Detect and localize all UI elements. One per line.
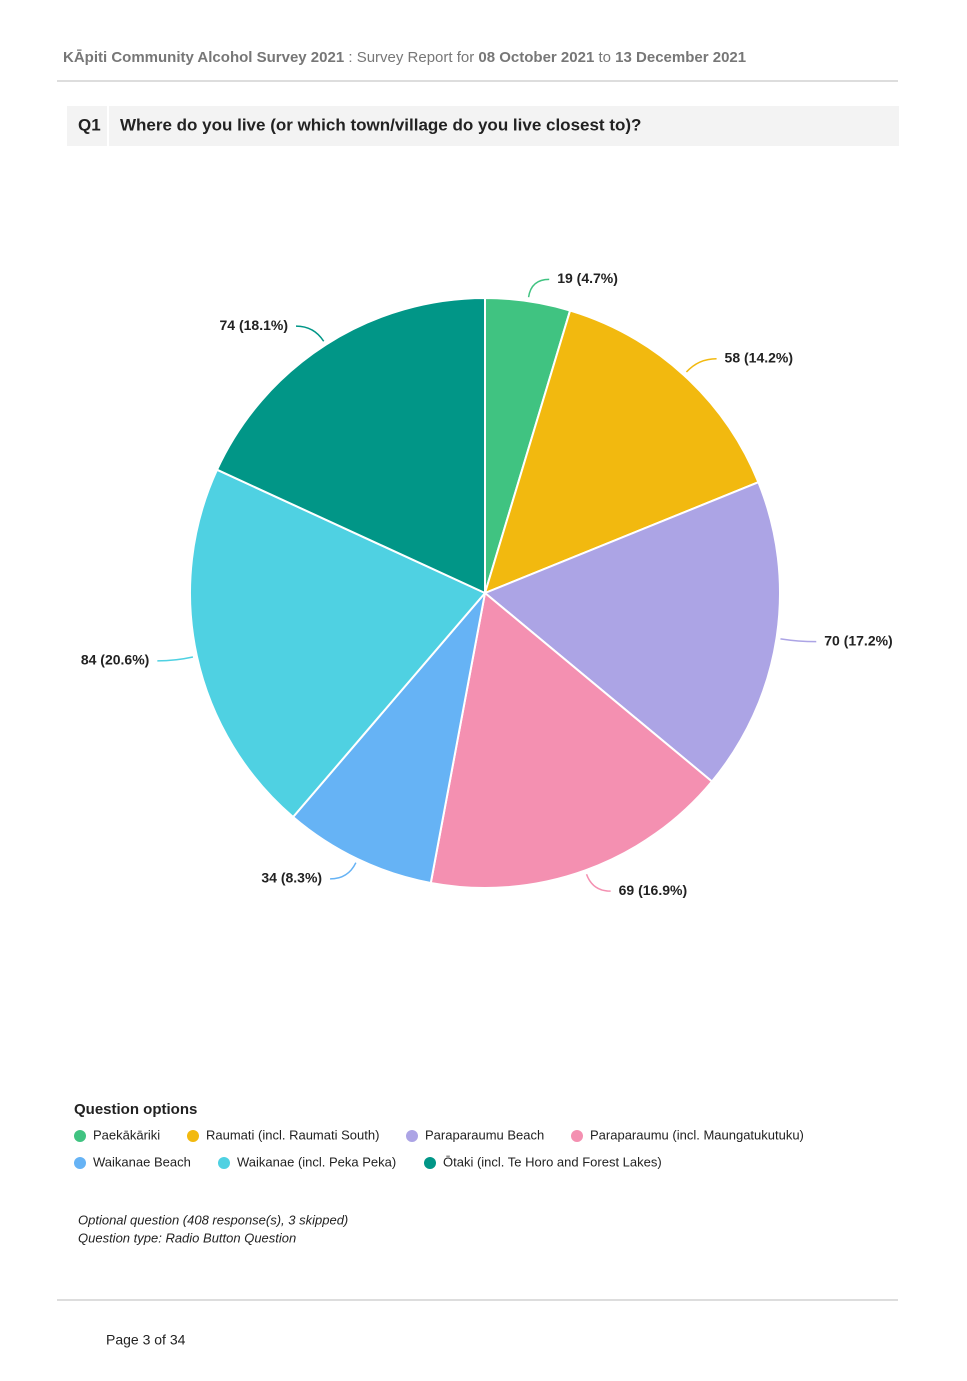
- legend-marker: [424, 1157, 436, 1169]
- legend-marker: [406, 1130, 418, 1142]
- to: to: [598, 49, 611, 66]
- legend-marker: [74, 1130, 86, 1142]
- data-label: 74 (18.1%): [220, 317, 288, 333]
- data-label: 70 (17.2%): [824, 632, 892, 648]
- start-date: 08 October 2021: [478, 49, 594, 66]
- report-label: Survey Report for: [357, 49, 475, 66]
- data-label: 84 (20.6%): [81, 652, 149, 668]
- legend-label: Ōtaki (incl. Te Horo and Forest Lakes): [443, 1154, 662, 1169]
- pie-slice: [215, 296, 486, 595]
- legend-marker: [571, 1130, 583, 1142]
- survey-title: KĀpiti Community Alcohol Survey 2021: [63, 49, 344, 66]
- leader-line: [780, 638, 817, 643]
- end-date: 13 December 2021: [615, 49, 746, 66]
- pie-slice: [483, 480, 781, 783]
- legend-label: Paraparaumu (incl. Maungatukutuku): [590, 1127, 804, 1142]
- question-number: Q1: [78, 115, 101, 134]
- legend-label: Paraparaumu Beach: [425, 1127, 544, 1142]
- legend-title: Question options: [74, 1101, 197, 1118]
- data-label: 69 (16.9%): [619, 882, 687, 898]
- separator: :: [348, 49, 352, 66]
- question-box: [67, 106, 899, 146]
- legend-marker: [187, 1130, 199, 1142]
- legend-label: Paekākāriki: [93, 1127, 160, 1142]
- legend-marker: [218, 1157, 230, 1169]
- pie-slice: [291, 589, 487, 885]
- page-number: Page 3 of 34: [106, 1332, 186, 1348]
- data-label: 19 (4.7%): [557, 270, 618, 286]
- pie-slice: [483, 309, 760, 595]
- pie-slice: [429, 591, 714, 889]
- header: KĀpiti Community Alcohol Survey 2021 : S…: [63, 49, 746, 66]
- question-text: Where do you live (or which town/village…: [120, 115, 641, 134]
- leader-line: [585, 873, 611, 892]
- leader-line: [330, 862, 357, 880]
- note: Optional question (408 response(s), 3 sk…: [78, 1212, 348, 1227]
- pie-slice: [189, 468, 487, 819]
- note: Question type: Radio Button Question: [78, 1230, 296, 1245]
- leader-line: [157, 656, 194, 662]
- data-label: 58 (14.2%): [725, 349, 793, 365]
- legend-label: Raumati (incl. Raumati South): [206, 1127, 379, 1142]
- legend-label: Waikanae (incl. Peka Peka): [237, 1154, 396, 1169]
- legend-label: Waikanae Beach: [93, 1154, 191, 1169]
- leader-line: [685, 357, 717, 373]
- leader-line: [527, 278, 550, 298]
- data-label: 34 (8.3%): [261, 870, 322, 886]
- leader-line: [295, 325, 325, 342]
- legend-marker: [74, 1157, 86, 1169]
